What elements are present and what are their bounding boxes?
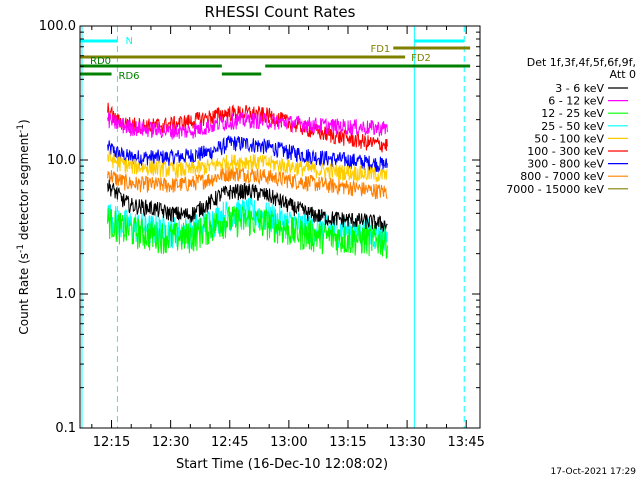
legend-entry-label: 6 - 12 keV [548,95,604,108]
status-bar-label: RD0 [90,56,111,67]
axes-layer: 12:15 12:30 12:45 13:00 13:15 13:30 13:45 0.1 1.… [39,19,485,450]
series-line [107,166,388,200]
x-tick-label: 13:45 [447,435,484,450]
y-axis-label: Count Rate (s-1 detector segment-1) [16,119,31,334]
legend-entry-label: 100 - 300 keV [527,145,604,158]
series-layer [107,102,388,259]
series-line [107,205,388,259]
y-axis-label-end: ) [17,119,31,124]
status-bar-label: FD2 [411,53,431,64]
legend-header-line: Det 1f,3f,4f,5f,6f,9f, [527,56,636,69]
x-tick-label: 13:00 [270,435,307,450]
legend-entry-label: 12 - 25 keV [541,107,604,120]
legend-entry-label: 3 - 6 keV [555,82,604,95]
y-axis-label-mid: detector segment [17,133,31,244]
y-tick-label: 1.0 [55,287,76,302]
status-bar-label: RD6 [119,71,140,82]
status-bar-label: N [125,36,132,47]
plot-frame [79,25,481,429]
y-axis-label-main: Count Rate (s [17,253,31,335]
y-axis-label-sup2: -1 [16,124,26,133]
y-tick-label: 0.1 [55,421,76,436]
series-line [107,111,388,140]
legend-entry-label: 50 - 100 keV [534,132,604,145]
x-tick-label: 12:45 [211,435,248,450]
status-bar-label: FD1 [370,44,390,55]
x-tick-label: 12:15 [93,435,130,450]
y-axis-label-sup1: -1 [16,244,26,253]
legend-entry-label: 800 - 7000 keV [520,170,604,183]
series-line [107,135,388,174]
legend-header-line: Att 0 [610,68,636,81]
x-tick-label: 13:15 [329,435,366,450]
x-tick-label: 12:30 [152,435,189,450]
legend-entry-label: 25 - 50 keV [541,120,604,133]
chart-title: RHESSI Count Rates [205,3,356,21]
status-bars: N FD1 FD2 RD0 RD6 [80,36,471,82]
y-tick-label: 100.0 [39,19,76,34]
legend-entry-label: 300 - 800 keV [527,158,604,171]
x-tick-label: 13:30 [388,435,425,450]
legend-entry-label: 7000 - 15000 keV [506,183,604,196]
series-line [107,149,388,183]
x-axis-label: Start Time (16-Dec-10 12:08:02) [176,457,388,472]
timestamp: 17-Oct-2021 17:29 [551,467,637,477]
series-line [107,179,388,234]
y-tick-label: 10.0 [47,153,76,168]
